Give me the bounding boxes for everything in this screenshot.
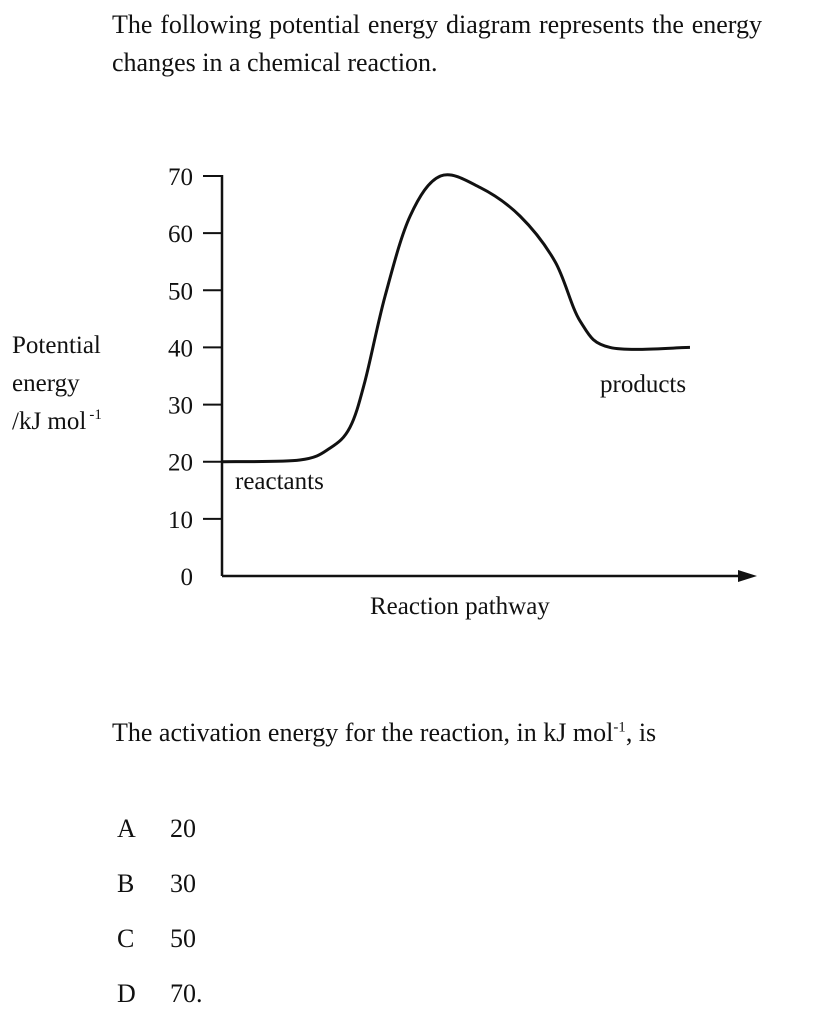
y-axis-label-line1: Potential bbox=[12, 332, 101, 359]
y-tick-label: 40 bbox=[168, 335, 193, 362]
option-value: 70. bbox=[170, 979, 203, 1008]
y-tick-label: 60 bbox=[168, 221, 193, 248]
reactants-label: reactants bbox=[235, 468, 324, 495]
y-tick-label: 30 bbox=[168, 393, 193, 420]
y-tick-label: 70 bbox=[168, 164, 193, 191]
y-tick-label: 50 bbox=[168, 278, 193, 305]
option-a[interactable]: A 20 bbox=[117, 814, 196, 844]
option-d[interactable]: D 70. bbox=[117, 979, 203, 1009]
question-sup: -1 bbox=[613, 719, 626, 736]
y-tick-label: 0 bbox=[181, 564, 194, 591]
question-text: The activation energy for the reaction, … bbox=[112, 714, 762, 752]
option-letter: B bbox=[117, 869, 135, 898]
option-letter: C bbox=[117, 924, 135, 953]
potential-energy-diagram: 0 10 20 30 40 50 60 70 reactants products React… bbox=[12, 164, 757, 620]
y-tick-label: 10 bbox=[168, 507, 193, 534]
option-value: 50 bbox=[170, 924, 196, 953]
option-b[interactable]: B 30 bbox=[117, 869, 196, 899]
option-letter: D bbox=[117, 979, 136, 1008]
question-tail: , is bbox=[625, 718, 657, 747]
option-value: 20 bbox=[170, 814, 196, 843]
energy-curve bbox=[221, 173, 690, 464]
y-axis-unit: /kJ mol bbox=[12, 408, 86, 435]
question-stem: The activation energy for the reaction, … bbox=[112, 718, 614, 747]
x-axis-label: Reaction pathway bbox=[370, 593, 550, 620]
x-axis-arrow bbox=[738, 570, 757, 582]
option-c[interactable]: C 50 bbox=[117, 924, 196, 954]
option-value: 30 bbox=[170, 869, 196, 898]
y-axis-unit-sup: -1 bbox=[89, 407, 102, 423]
y-axis-label-line3: /kJ mol -1 bbox=[12, 407, 102, 435]
products-label: products bbox=[600, 371, 686, 398]
option-letter: A bbox=[117, 814, 136, 843]
y-axis-label-line2: energy bbox=[12, 370, 80, 397]
question-intro: The following potential energy diagram r… bbox=[112, 10, 762, 77]
y-tick-label: 20 bbox=[168, 450, 193, 477]
